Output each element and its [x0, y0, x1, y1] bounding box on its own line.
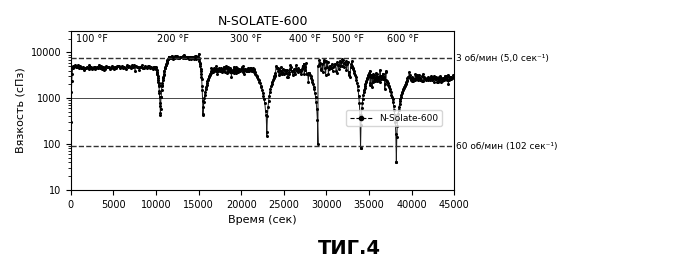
Text: 400 °F: 400 °F	[289, 34, 321, 44]
Y-axis label: Вязкость (сПз): Вязкость (сПз)	[15, 67, 25, 153]
Text: 600 °F: 600 °F	[387, 34, 419, 44]
Title: N-SOLATE-600: N-SOLATE-600	[217, 15, 308, 28]
Text: 500 °F: 500 °F	[332, 34, 363, 44]
X-axis label: Время (сек): Время (сек)	[229, 215, 297, 225]
Text: 300 °F: 300 °F	[229, 34, 261, 44]
Text: 100 °F: 100 °F	[76, 34, 108, 44]
Legend: N-Solate-600: N-Solate-600	[346, 110, 442, 126]
Text: 200 °F: 200 °F	[157, 34, 189, 44]
Text: ΤИГ.4: ΤИГ.4	[318, 239, 381, 258]
Text: 3 об/мин (5,0 сек⁻¹): 3 об/мин (5,0 сек⁻¹)	[456, 54, 549, 63]
Text: 60 об/мин (102 сек⁻¹): 60 об/мин (102 сек⁻¹)	[456, 142, 558, 151]
